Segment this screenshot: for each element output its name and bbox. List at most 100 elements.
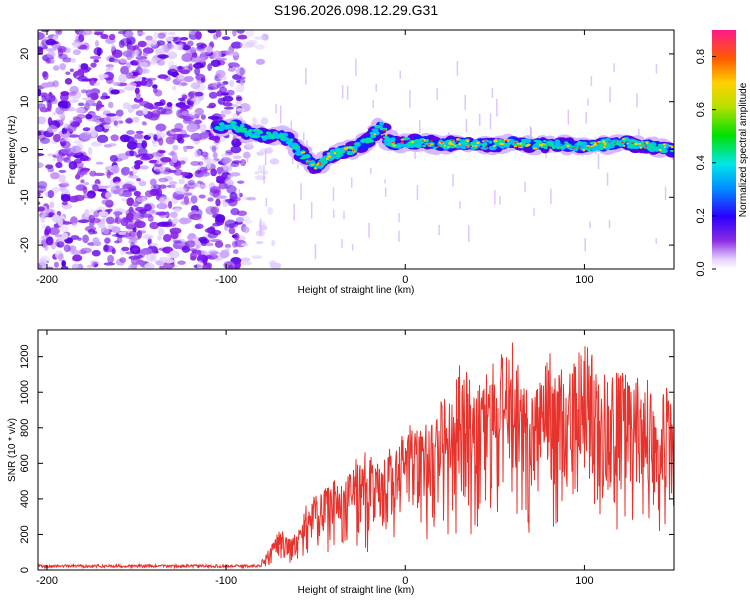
spectrogram-cell [160,156,172,163]
spectrogram-ridge-cell [533,147,538,150]
spectrogram-ridge-cell [422,144,426,148]
spectrogram-cell [251,117,258,125]
spectrogram-cell [100,34,109,40]
x-tick-label: -200 [36,575,58,587]
spectrogram-cell [227,67,236,72]
spectrogram-cell [96,47,102,57]
spectrogram-ridge-cell [599,146,604,151]
spectrogram-ridge-cell [465,145,469,148]
spectrogram-cell [186,100,194,106]
spectrogram-cell [122,50,133,57]
spectrogram-cell [135,93,141,98]
spectrogram-cell [204,228,214,233]
spectrogram-cell [108,33,116,41]
spectrogram-cell [183,76,194,83]
colorbar-ticks: 0.0 0.2 0.4 0.6 0.8 [695,49,716,277]
spectrogram-ridge-cell [406,144,411,148]
spectrogram-ridge-cell [391,141,395,144]
spectrogram-cell [126,197,135,207]
spectrogram-ridge-cell [514,141,517,144]
spectrogram-streak [332,209,335,218]
spectrogram-cell [57,100,69,109]
spectrogram-cell [40,30,50,33]
spectrogram-cell [194,31,202,40]
spectrogram-cell [190,161,201,166]
spectrogram-cell [236,30,245,34]
spectrogram-streak [259,218,262,236]
spectrogram-cell [93,82,101,87]
spectrogram-streak [343,211,345,220]
colorbar-label: Normalized spectral amplitude [738,82,749,217]
spectrogram-ridge-cell [384,138,390,141]
spectrogram-cell [222,159,229,165]
spectrogram-cell [50,172,60,180]
spectrogram-cell [62,157,69,162]
spectrogram-streak [265,197,268,207]
spectrogram-cell [158,171,170,175]
spectrogram-cell [63,244,71,253]
spectrogram-cell [134,87,140,95]
spectrogram-streak [608,219,611,229]
spectrogram-cell [232,30,237,37]
spectrogram-cell [141,140,148,149]
spectrogram-cell [105,113,117,117]
spectrogram-cell [201,151,209,158]
spectrogram-streak [341,84,344,99]
spectrogram-cell [78,166,84,173]
spectrogram-ridge-cell [504,139,508,142]
spectrogram-cell [72,222,78,228]
spectrogram-ridge-cell [543,146,548,150]
spectrogram-ridge-cell [621,138,626,141]
spectrogram-ridge-cell [593,145,602,150]
spectrogram-cell [258,164,263,174]
spectrogram-cell [157,47,165,57]
spectrogram-ridge-cell [379,121,385,126]
spectrogram-cell [103,228,110,234]
spectrogram-cell [178,178,185,185]
spectrogram-streak [302,132,305,141]
spectrogram-cell [38,116,47,125]
spectrogram-cell [39,107,49,113]
spectrogram-cell [66,153,72,160]
spectrogram-cell [118,73,128,83]
spectrogram-cell [170,211,178,218]
spectrogram-cell [109,154,118,163]
spectrogram-cell [179,160,186,165]
spectrogram-ridge-cell [458,142,462,146]
spectrogram-cell [110,134,119,142]
spectrogram-ridge-cell [333,151,337,155]
spectrogram-cell [47,189,54,199]
spectrogram-ridge-cell [352,149,355,152]
spectrogram-cell [204,158,217,165]
spectrogram-cell [207,63,212,71]
spectrogram-cell [133,133,144,139]
spectrogram-streak [589,221,591,229]
spectrogram-cell [137,147,148,157]
spectrogram-cell [38,130,42,136]
spectrogram-cell [121,198,128,202]
spectrogram-cell [190,195,198,204]
spectrogram-cell [209,145,219,151]
spectrogram-ridge-cell [554,139,561,144]
spectrogram-ridge-cell [335,148,341,153]
spectrogram-cell [38,88,42,97]
spectrogram-cell [85,113,93,120]
spectrogram-cell [58,169,67,173]
spectrogram-ridge-cell [468,142,471,145]
spectrogram-cell [146,105,159,110]
spectrogram-cell [131,69,140,77]
spectrogram-cell [208,91,218,99]
spectrogram-cell [69,91,77,96]
spectrogram-ridge-cell [542,143,546,145]
spectrogram-streak [597,153,600,170]
spectrogram-cell [244,41,256,48]
x-tick-label: 0 [402,575,408,587]
spectrogram-cell [52,65,60,71]
spectrogram-cell [260,170,269,175]
spectrogram-cell [142,51,149,57]
spectrogram-streak [494,189,496,205]
spectrogram-cell [68,134,80,138]
spectrogram-ridge-cell [285,140,292,145]
spectrogram-cell [195,244,200,250]
